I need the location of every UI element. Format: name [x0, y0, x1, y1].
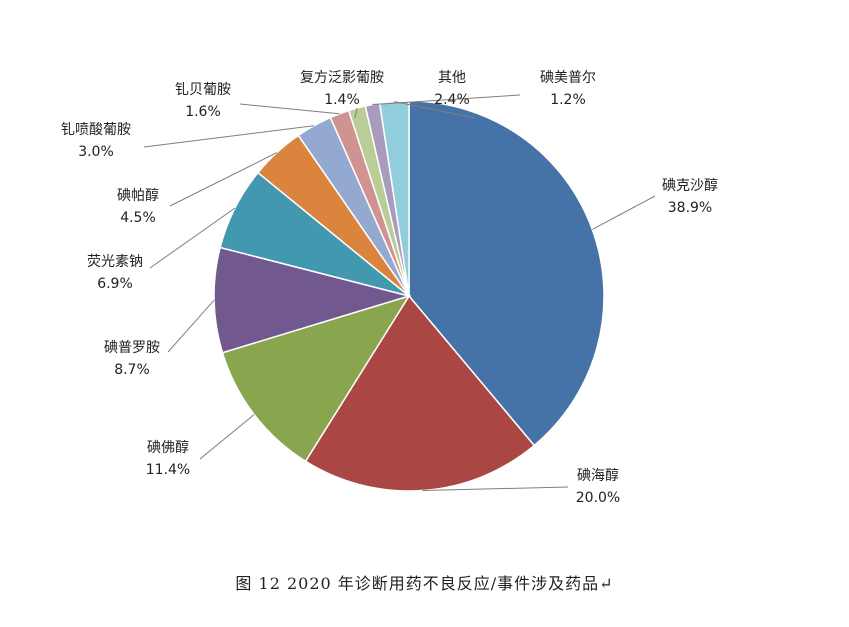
pie-slice [221, 294, 411, 463]
leader-line [167, 299, 215, 353]
leader-line [592, 195, 656, 230]
slice-percent-label: 4.5% [120, 210, 156, 226]
figure-caption: 图 12 2020 年诊断用药不良反应/事件涉及药品↵ [235, 574, 614, 593]
slice-percent-label: 38.9% [668, 200, 712, 216]
slice-percent-label: 6.9% [97, 276, 133, 292]
slice-percent-label: 2.4% [434, 92, 470, 108]
slice-percent-label: 8.7% [114, 362, 150, 378]
pie-slice [408, 100, 605, 447]
slice-label: 碘帕醇 [117, 187, 159, 204]
slice-label: 碘普罗胺 [104, 340, 160, 356]
slice-label: 钆贝葡胺 [175, 82, 231, 98]
leader-line [149, 207, 236, 269]
slice-percent-label: 20.0% [576, 490, 620, 506]
slice-label: 钆喷酸葡胺 [61, 122, 131, 138]
leader-line [354, 108, 358, 119]
slice-label: 其他 [438, 70, 466, 86]
leader-line [422, 486, 569, 491]
slice-label: 碘克沙醇 [662, 177, 718, 194]
slice-label: 复方泛影葡胺 [300, 69, 384, 86]
slice-percent-label: 1.6% [185, 104, 221, 120]
slice-percent-label: 1.2% [550, 92, 586, 108]
leader-line [143, 125, 315, 148]
slice-label: 碘佛醇 [147, 439, 189, 456]
pie-slice [213, 246, 412, 354]
slice-label: 碘美普尔 [540, 70, 596, 86]
slice-percent-label: 11.4% [146, 462, 190, 478]
leader-line [394, 101, 476, 119]
leader-line [199, 414, 255, 460]
leader-line [169, 152, 278, 207]
slice-label: 荧光素钠 [87, 253, 143, 270]
slice-label: 碘海醇 [577, 467, 619, 484]
pie-chart-svg: 碘克沙醇 38.9% 碘海醇 20.0% 碘佛醇 11.4% 碘普罗胺 8.7% 荧光素钠 6.9… [61, 69, 718, 506]
leader-line [239, 103, 340, 115]
leader-line [372, 94, 521, 105]
slice-percent-label: 3.0% [78, 144, 114, 160]
pie-chart: 碘克沙醇 38.9% 碘海醇 20.0% 碘佛醇 11.4% 碘普罗胺 8.7% 荧光素钠 6.9… [61, 69, 718, 506]
slice-percent-label: 1.4% [324, 92, 360, 108]
pie-slice [304, 294, 536, 492]
